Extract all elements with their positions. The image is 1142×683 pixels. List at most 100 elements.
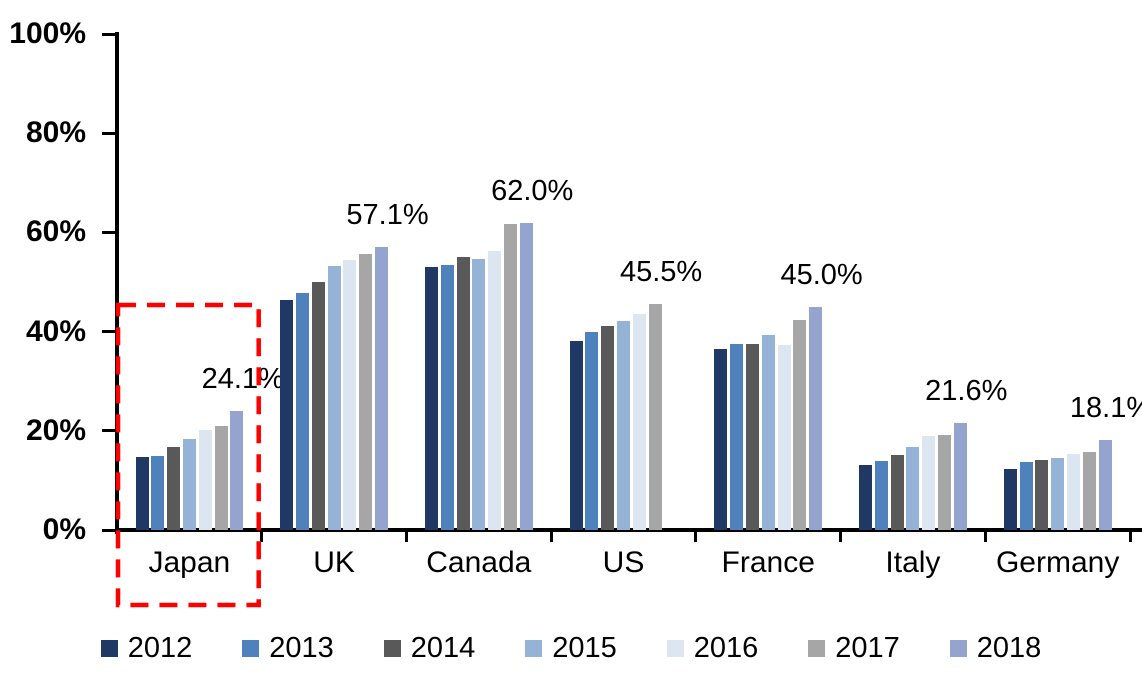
legend-item-2015: 2015	[525, 631, 617, 664]
bar-germany-2012	[1003, 468, 1017, 530]
x-axis-tick	[983, 532, 987, 542]
bar-canada-2016	[488, 251, 502, 530]
bar-us-2012	[569, 340, 583, 530]
bar-italy-2017	[938, 435, 951, 530]
y-axis-line	[115, 32, 119, 534]
bar-germany-2013	[1019, 461, 1033, 530]
bar-france-2012	[714, 349, 728, 530]
data-label-us: 45.5%	[619, 256, 703, 289]
bar-uk-2013	[296, 292, 309, 530]
bar-us-2014	[601, 326, 615, 530]
category-label-uk: UK	[313, 546, 355, 579]
legend-swatch-2012	[100, 639, 118, 657]
chart-legend: 2012 2013 2014 2015 2016 2017 2018	[0, 626, 1142, 670]
legend-swatch-2013	[242, 639, 260, 657]
category-label-germany: Germany	[995, 546, 1120, 579]
legend-item-2013: 2013	[242, 631, 334, 664]
data-label-germany: 18.1%	[1069, 392, 1142, 425]
data-label-uk: 57.1%	[346, 198, 429, 231]
legend-label-2013: 2013	[269, 631, 334, 664]
bar-japan-2012	[135, 456, 149, 530]
bar-italy-2016	[922, 436, 936, 530]
bar-us-2016	[632, 314, 646, 530]
bar-japan-2013	[151, 455, 165, 530]
x-axis-tick	[839, 532, 843, 542]
bar-canada-2018	[519, 222, 533, 530]
bar-japan-2017	[214, 425, 228, 530]
legend-label-2015: 2015	[552, 631, 617, 664]
bar-uk-2015	[327, 265, 341, 530]
bar-canada-2017	[503, 224, 517, 530]
legend-label-2016: 2016	[693, 631, 759, 664]
bar-uk-2016	[343, 259, 357, 530]
y-axis-tick-label: 60%	[25, 215, 86, 249]
y-axis-tick-label: 40%	[25, 314, 86, 348]
bar-germany-2015	[1051, 457, 1065, 530]
bar-italy-2013	[874, 461, 888, 530]
bar-us-2017	[648, 304, 662, 530]
bar-italy-2015	[906, 446, 920, 530]
bar-france-2014	[745, 344, 759, 530]
category-label-japan: Japan	[148, 546, 231, 579]
legend-label-2014: 2014	[410, 631, 476, 664]
data-label-japan: 24.1%	[201, 362, 284, 395]
data-label-france: 45.0%	[780, 258, 863, 291]
bar-japan-2016	[198, 429, 212, 530]
bar-us-2013	[585, 331, 599, 530]
x-axis-tick	[549, 532, 553, 542]
category-label-us: US	[602, 546, 645, 579]
x-axis-tick	[1128, 532, 1132, 542]
legend-label-2017: 2017	[835, 631, 900, 664]
x-axis-line	[115, 528, 1142, 532]
legend-item-2014: 2014	[383, 631, 476, 664]
legend-item-2018: 2018	[949, 631, 1042, 664]
legend-swatch-2015	[525, 639, 543, 657]
legend-item-2012: 2012	[100, 631, 193, 664]
y-axis-tick-label: 100%	[9, 17, 86, 50]
y-axis-tick-label: 0%	[42, 513, 86, 546]
bar-uk-2014	[311, 282, 325, 530]
category-label-canada: Canada	[426, 546, 532, 579]
x-axis-tick	[260, 532, 264, 542]
legend-swatch-2017	[808, 639, 826, 657]
bar-germany-2014	[1035, 459, 1049, 530]
bar-france-2015	[761, 335, 775, 530]
bar-japan-2014	[167, 446, 181, 530]
bar-germany-2018	[1098, 440, 1112, 530]
bar-us-2015	[617, 320, 630, 530]
bar-uk-2018	[375, 246, 388, 530]
bar-uk-2017	[359, 253, 373, 530]
bar-germany-2017	[1082, 451, 1096, 530]
bar-canada-2013	[440, 264, 454, 530]
category-label-france: France	[721, 546, 815, 579]
data-label-canada: 62.0%	[491, 174, 574, 207]
bar-canada-2014	[456, 257, 470, 530]
bar-italy-2014	[890, 455, 904, 530]
bar-france-2018	[809, 306, 823, 530]
y-axis-tick-label: 20%	[25, 413, 86, 447]
bar-italy-2018	[953, 422, 967, 530]
bar-france-2013	[730, 343, 744, 530]
y-axis-tick	[102, 131, 117, 135]
bar-germany-2016	[1066, 453, 1080, 530]
legend-label-2018: 2018	[976, 631, 1042, 664]
y-axis-tick	[102, 528, 117, 532]
x-axis-tick	[694, 532, 698, 542]
bar-canada-2012	[424, 267, 438, 530]
x-axis-tick	[404, 532, 408, 542]
legend-swatch-2018	[949, 639, 967, 657]
legend-item-2017: 2017	[808, 631, 900, 664]
legend-item-2016: 2016	[666, 631, 759, 664]
y-axis-tick	[102, 32, 117, 36]
bar-canada-2015	[472, 258, 486, 530]
y-axis-tick	[102, 330, 117, 334]
y-axis-tick	[102, 230, 117, 234]
bar-italy-2012	[859, 465, 872, 530]
bar-france-2017	[793, 320, 807, 530]
y-axis-tick	[102, 429, 117, 433]
bar-france-2016	[777, 345, 791, 530]
bar-japan-2015	[182, 439, 196, 530]
legend-label-2012: 2012	[127, 631, 193, 664]
legend-swatch-2014	[383, 639, 401, 657]
